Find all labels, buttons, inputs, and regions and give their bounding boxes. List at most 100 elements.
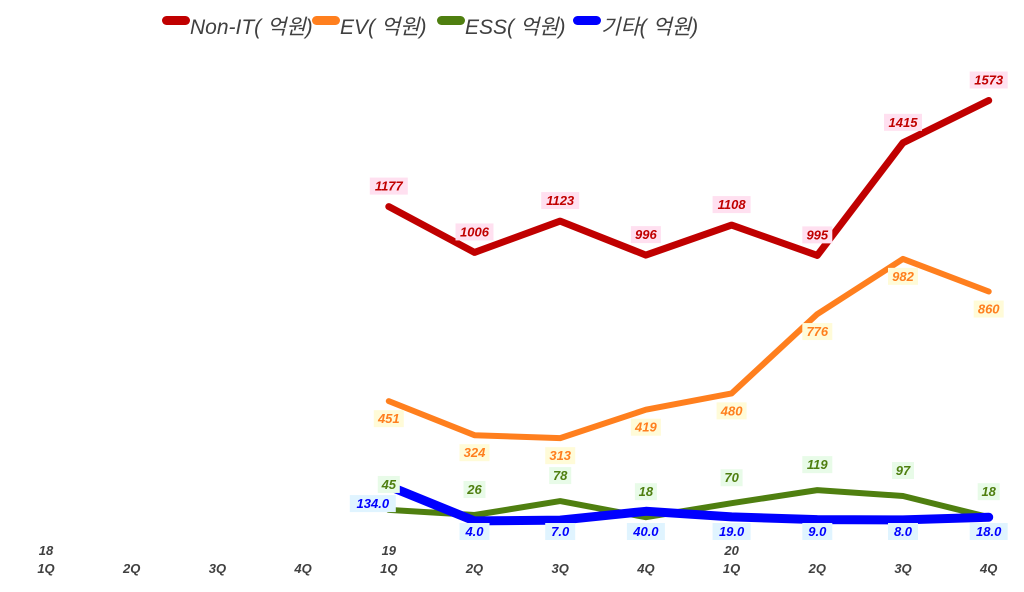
data-label-bg bbox=[973, 300, 1004, 318]
x-tick-label: 4Q bbox=[293, 561, 311, 576]
x-tick-label: 4Q bbox=[979, 561, 997, 576]
data-label-bg bbox=[630, 226, 661, 244]
series-line-ev bbox=[385, 255, 992, 442]
x-year-label: 20 bbox=[723, 543, 739, 558]
data-label-bg bbox=[373, 410, 404, 428]
legend: Non-IT( 억원) EV( 억원) ESS( 억원) 기타( 억원) bbox=[162, 16, 698, 39]
x-tick-label: 1Q bbox=[380, 561, 397, 576]
x-tick-label: 2Q bbox=[122, 561, 140, 576]
data-label-ev: 451 bbox=[373, 410, 404, 428]
data-label-text: 995 bbox=[806, 227, 828, 242]
data-label-ev: 324 bbox=[459, 444, 490, 462]
data-label-bg bbox=[630, 418, 661, 436]
data-label-text: 480 bbox=[720, 403, 743, 418]
legend-label-ev: EV( 억원) bbox=[340, 16, 426, 39]
data-label-bg bbox=[888, 523, 918, 540]
data-label-text: 18 bbox=[981, 484, 996, 499]
data-label-text: 26 bbox=[466, 482, 482, 497]
data-label-bg bbox=[969, 71, 1008, 89]
data-label-bg bbox=[549, 467, 572, 485]
x-axis: 1Q 18 2Q 3Q 4Q 1Q 19 2Q 3Q 4Q 1Q 20 2Q 3Q 4Q bbox=[37, 543, 997, 576]
data-label-bg bbox=[455, 223, 494, 241]
data-label-bg bbox=[349, 495, 396, 513]
legend-label-other: 기타( 억원) bbox=[601, 16, 698, 39]
data-label-ess: 45 bbox=[377, 475, 400, 493]
x-tick-label: 4Q bbox=[636, 561, 654, 576]
x-year-label: 19 bbox=[382, 543, 397, 558]
data-labels: 1177 1006 1123 996 1108 995 1415 1573 451 324 313 4… bbox=[349, 71, 1008, 540]
data-label-text: 134.0 bbox=[357, 496, 390, 511]
data-label-bg bbox=[459, 523, 490, 540]
data-label-bg bbox=[892, 462, 914, 480]
data-label-text: 1415 bbox=[889, 115, 919, 130]
data-label-bg bbox=[712, 196, 751, 214]
data-label-non-it: 1123 bbox=[541, 192, 580, 210]
data-label-non-it: 995 bbox=[802, 226, 833, 244]
data-label-text: 982 bbox=[892, 269, 914, 284]
x-tick-label: 1Q bbox=[37, 561, 54, 576]
data-label-text: 18 bbox=[639, 484, 654, 499]
data-label-bg bbox=[884, 113, 922, 131]
data-label-bg bbox=[459, 444, 490, 462]
data-label-other: 18.0 bbox=[969, 523, 1008, 540]
x-tick-label: 1Q bbox=[723, 561, 740, 576]
data-label-ev: 860 bbox=[973, 300, 1004, 318]
data-label-text: 4.0 bbox=[464, 524, 484, 539]
data-label-bg bbox=[802, 323, 833, 341]
data-label-bg bbox=[802, 226, 833, 244]
data-label-text: 1177 bbox=[375, 179, 404, 194]
data-label-ess: 78 bbox=[549, 467, 572, 485]
data-label-other: 134.0 bbox=[349, 495, 396, 513]
data-label-text: 9.0 bbox=[808, 524, 827, 539]
data-label-ess: 97 bbox=[892, 462, 914, 480]
data-label-non-it: 1415 bbox=[884, 113, 922, 131]
data-label-ev: 982 bbox=[888, 267, 918, 285]
legend-swatch-other bbox=[573, 16, 601, 25]
data-label-bg bbox=[716, 402, 747, 420]
legend-label-ess: ESS( 억원) bbox=[465, 16, 565, 39]
data-label-text: 1006 bbox=[460, 224, 490, 239]
x-year-label: 18 bbox=[39, 543, 54, 558]
x-tick-label: 3Q bbox=[209, 561, 226, 576]
data-label-non-it: 1573 bbox=[969, 71, 1008, 89]
x-tick-label: 2Q bbox=[465, 561, 483, 576]
data-label-other: 40.0 bbox=[626, 523, 665, 540]
data-label-text: 70 bbox=[724, 470, 739, 485]
data-label-bg bbox=[545, 447, 576, 465]
data-label-text: 776 bbox=[806, 324, 828, 339]
legend-swatch-ess bbox=[437, 16, 465, 25]
data-label-ess: 18 bbox=[634, 483, 657, 501]
legend-swatch-non-it bbox=[162, 16, 190, 25]
data-label-other: 9.0 bbox=[802, 523, 833, 540]
data-label-bg bbox=[369, 177, 408, 195]
data-label-bg bbox=[720, 469, 743, 487]
data-label-bg bbox=[977, 483, 1000, 501]
data-label-text: 313 bbox=[549, 448, 571, 463]
data-label-text: 1573 bbox=[974, 72, 1004, 87]
legend-swatch-ev bbox=[312, 16, 340, 25]
data-label-text: 8.0 bbox=[894, 524, 913, 539]
data-label-ess: 70 bbox=[720, 469, 743, 487]
data-label-bg bbox=[712, 523, 751, 540]
data-label-text: 119 bbox=[807, 457, 828, 472]
data-label-text: 1123 bbox=[546, 193, 575, 208]
series-line-non-it bbox=[385, 97, 993, 259]
data-label-bg bbox=[545, 523, 576, 540]
data-label-text: 419 bbox=[634, 420, 657, 435]
data-label-ev: 480 bbox=[716, 402, 747, 420]
data-label-text: 40.0 bbox=[632, 524, 659, 539]
data-label-bg bbox=[888, 267, 918, 285]
x-tick-label: 2Q bbox=[808, 561, 826, 576]
data-label-text: 97 bbox=[896, 463, 911, 478]
data-label-non-it: 1006 bbox=[455, 223, 494, 241]
data-label-ess: 119 bbox=[802, 456, 833, 474]
data-label-ess: 18 bbox=[977, 483, 1000, 501]
data-label-text: 1108 bbox=[718, 197, 747, 212]
data-label-text: 996 bbox=[635, 227, 657, 242]
data-label-text: 19.0 bbox=[719, 524, 745, 539]
data-label-bg bbox=[634, 483, 657, 501]
data-label-text: 451 bbox=[377, 411, 400, 426]
data-label-bg bbox=[969, 523, 1008, 540]
data-label-bg bbox=[541, 192, 580, 210]
